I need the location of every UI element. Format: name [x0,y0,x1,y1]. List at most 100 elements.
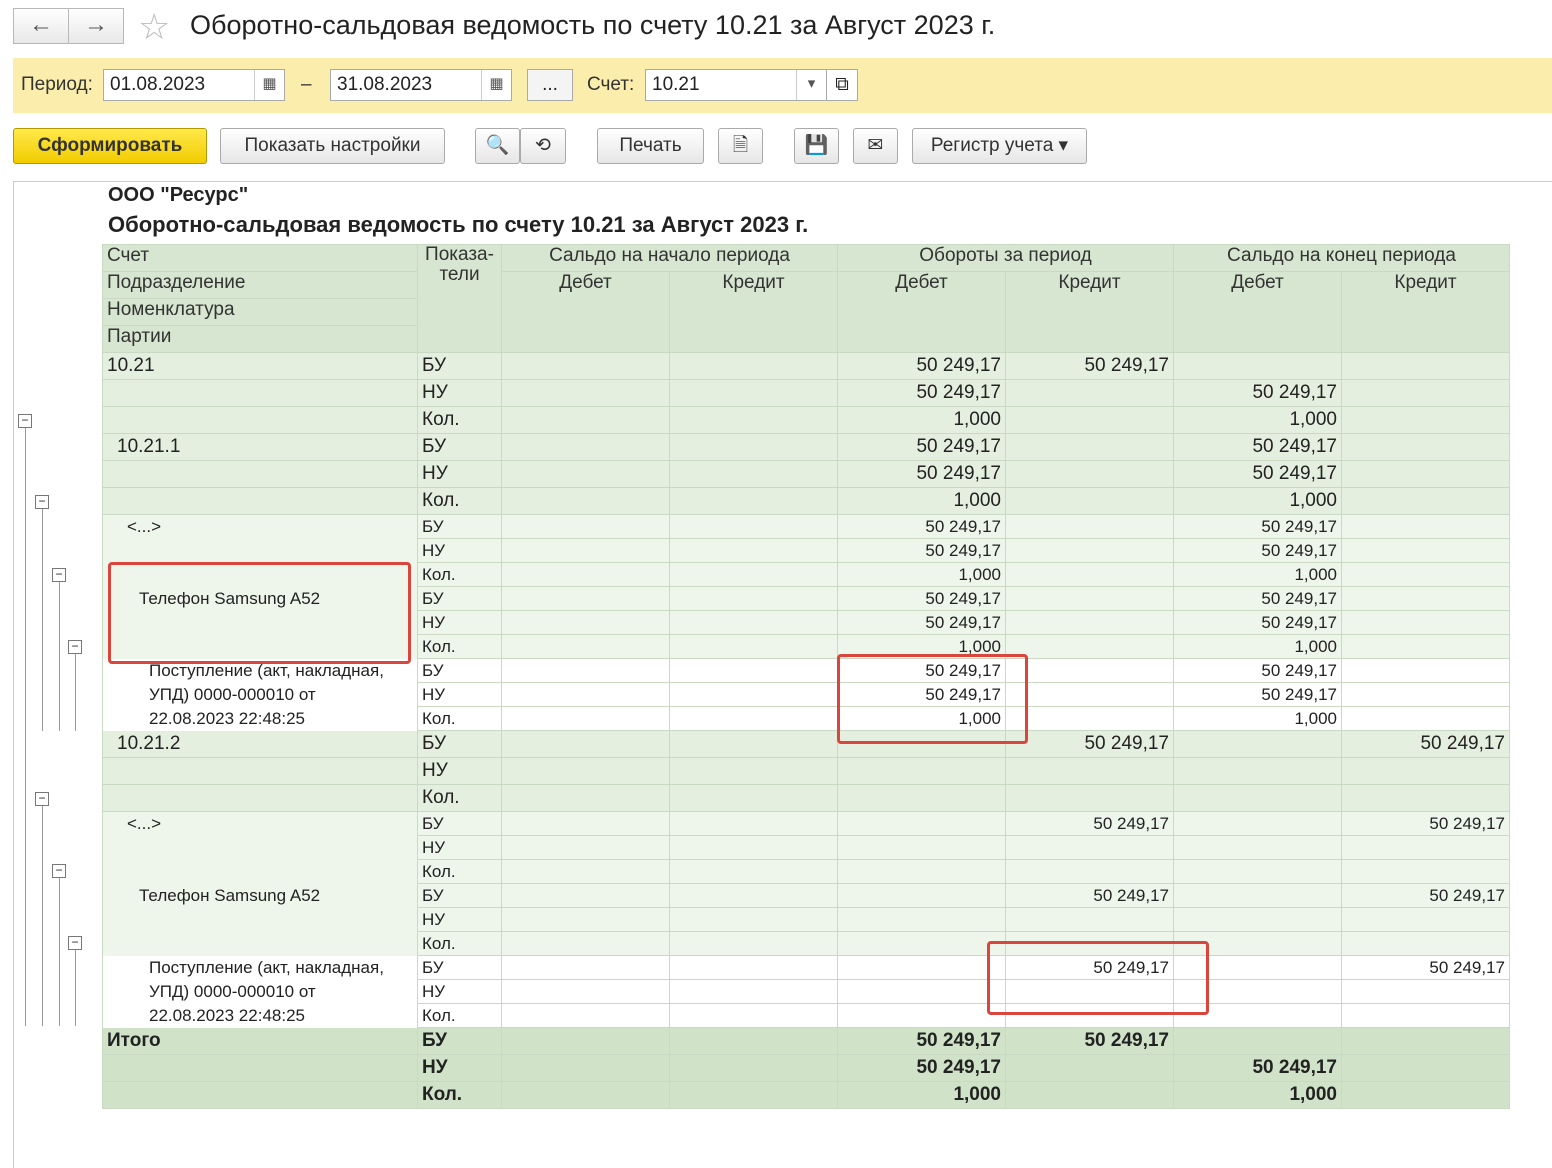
date-to-field[interactable]: 31.08.2023 ▦ [330,69,512,101]
value-cell: 50 249,17 [837,1027,1006,1055]
value-cell [1341,460,1510,488]
value-cell: 1,000 [1173,1081,1342,1109]
collapse-icon[interactable]: − [68,640,82,654]
show-settings-button[interactable]: Показать настройки [220,128,445,164]
collapse-icon[interactable]: − [35,792,49,806]
value-cell: 50 249,17 [1005,811,1174,836]
indicator-cell: НУ [417,835,502,860]
table-row: <...> БУ 50 249,17 50 249,17 [102,811,1510,836]
value-cell [501,538,670,563]
value-cell [501,586,670,611]
indicator-cell: НУ [417,757,502,785]
mail-icon[interactable]: ✉ [853,128,898,164]
search-icon[interactable]: 🔍 [475,128,520,164]
value-cell: 50 249,17 [1173,514,1342,539]
indicator-cell: БУ [417,955,502,980]
open-icon[interactable]: ⧉ [826,69,858,101]
register-button[interactable]: Регистр учета ▾ [912,128,1087,164]
value-cell [837,811,1006,836]
value-cell [669,406,838,434]
value-cell [1341,406,1510,434]
value-cell [1341,682,1510,707]
value-cell [1341,538,1510,563]
filter-bar: Период: 01.08.2023 ▦ – 31.08.2023 ▦ ... Сч… [13,58,1552,113]
table-row: Поступление (акт, накладная, БУ 50 249,17 5… [102,658,1510,683]
forward-button[interactable]: → [68,8,124,44]
row-label: 22.08.2023 22:48:25 [102,1003,418,1028]
value-cell [1005,682,1174,707]
value-cell [501,1003,670,1028]
table-row: НУ [102,907,1510,932]
calendar-icon[interactable]: ▦ [481,70,511,100]
value-cell: 50 249,17 [1341,730,1510,758]
indicator-cell: НУ [417,379,502,407]
indicator-cell: Кол. [417,406,502,434]
value-cell [669,835,838,860]
collapse-icon[interactable]: − [18,414,32,428]
save-icon[interactable]: 💾 [794,128,839,164]
dash: – [301,74,312,95]
row-label: УПД) 0000-000010 от [102,979,418,1004]
value-cell [1173,730,1342,758]
report-table: Счет Показа- тели Сальдо на начало периода… [102,244,1510,1109]
table-row: Кол. [102,859,1510,884]
account-field[interactable]: 10.21 ▾ [645,69,827,101]
table-row: Кол. [102,931,1510,956]
value-cell [1173,907,1342,932]
value-cell [669,682,838,707]
collapse-icon[interactable]: − [68,936,82,950]
value-cell [1173,811,1342,836]
row-label [102,634,418,659]
date-from-field[interactable]: 01.08.2023 ▦ [103,69,285,101]
value-cell [837,859,1006,884]
value-cell [669,859,838,884]
dropdown-icon[interactable]: ▾ [796,70,826,100]
value-cell: 1,000 [1173,634,1342,659]
value-cell [1341,610,1510,635]
value-cell [669,658,838,683]
period-select-button[interactable]: ... [527,69,573,101]
table-row: УПД) 0000-000010 от НУ 50 249,17 50 249,17 [102,682,1510,707]
value-cell: 1,000 [1173,406,1342,434]
row-label: <...> [102,514,418,539]
account-label: Счет: [587,74,635,95]
generate-button[interactable]: Сформировать [13,128,207,164]
row-label [102,379,418,407]
value-cell [837,784,1006,812]
print-button[interactable]: Печать [597,128,704,164]
value-cell [501,1027,670,1055]
value-cell: 50 249,17 [1005,955,1174,980]
collapse-icon[interactable]: − [52,568,66,582]
value-cell [1173,352,1342,380]
search-reset-icon[interactable]: ⟲ [520,128,566,164]
table-row: 22.08.2023 22:48:25 Кол. [102,1003,1510,1028]
row-label: 10.21 [102,352,418,380]
favorite-star-icon[interactable]: ☆ [138,6,171,47]
value-cell [1173,784,1342,812]
value-cell [1005,586,1174,611]
value-cell [669,538,838,563]
table-row: 10.21 БУ 50 249,17 50 249,17 [102,352,1510,380]
row-label [102,907,418,932]
row-label [102,487,418,515]
back-button[interactable]: ← [13,8,69,44]
value-cell [501,514,670,539]
row-label: Итого [102,1027,418,1055]
value-cell [501,835,670,860]
value-cell [1005,379,1174,407]
collapse-icon[interactable]: − [35,495,49,509]
table-row: НУ 50 249,17 50 249,17 [102,610,1510,635]
value-cell [1173,835,1342,860]
preview-icon[interactable]: 🗎 [718,128,763,164]
row-label: УПД) 0000-000010 от [102,682,418,707]
value-cell: 50 249,17 [1173,658,1342,683]
indicator-cell: БУ [417,514,502,539]
value-cell [1341,433,1510,461]
row-label: Поступление (акт, накладная, [102,955,418,980]
value-cell [1005,433,1174,461]
value-cell: 50 249,17 [1341,955,1510,980]
row-label: 22.08.2023 22:48:25 [102,706,418,731]
value-cell: 50 249,17 [837,379,1006,407]
calendar-icon[interactable]: ▦ [254,70,284,100]
collapse-icon[interactable]: − [52,864,66,878]
